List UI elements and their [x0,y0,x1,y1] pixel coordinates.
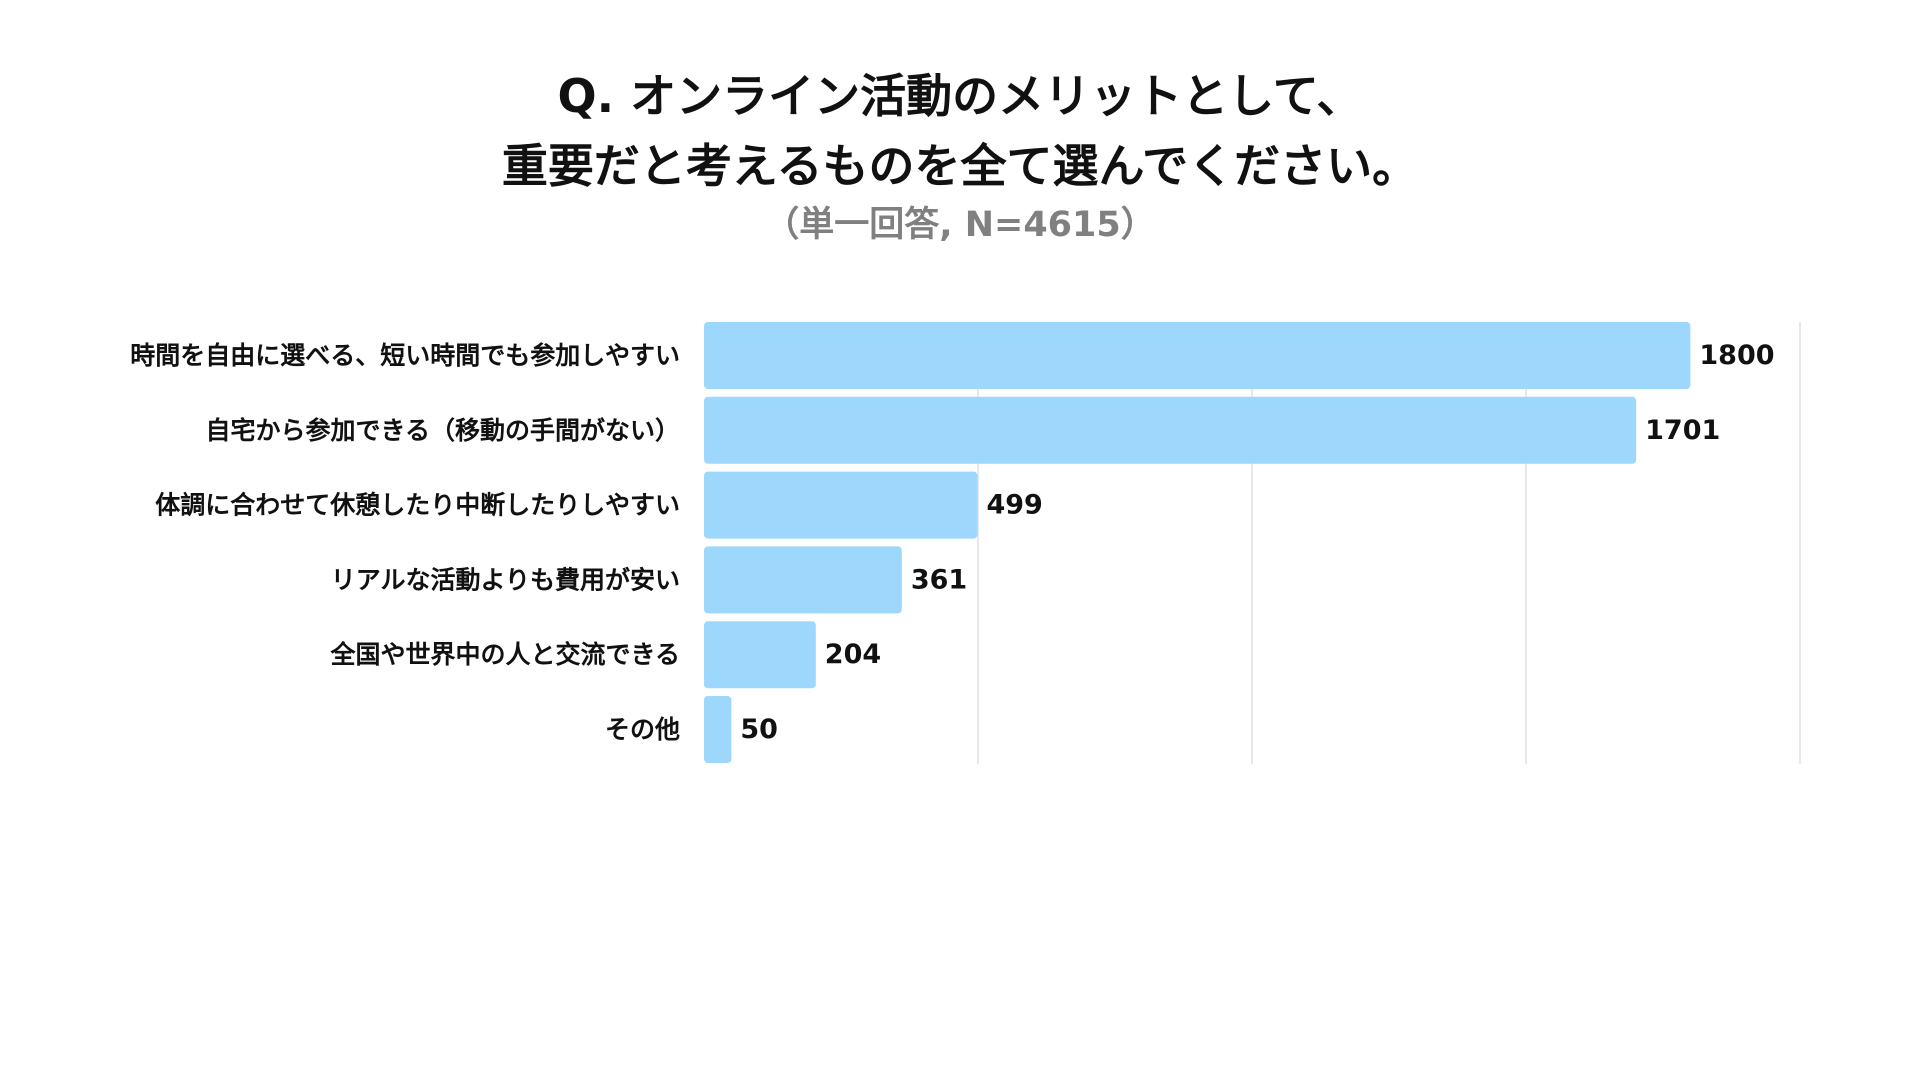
bar-3 [704,546,902,614]
chart-title-line-2: 重要だと考えるものを全て選んでください。 [501,139,1419,193]
bar-5 [704,696,732,763]
category-label-3: リアルな活動よりも費用が安い [331,565,680,594]
chart-title-line-1: Q. オンライン活動のメリットとして、 [557,69,1363,123]
category-label-2: 体調に合わせて休憩したり中断したりしやすい [155,491,680,520]
value-label-5: 50 [740,714,778,745]
chart-subtitle: （単一回答, N=4615） [764,205,1156,245]
value-label-4: 204 [825,639,881,670]
value-label-1: 1701 [1645,415,1720,446]
bar-1 [704,396,1637,464]
category-label-1: 自宅から参加できる（移動の手間がない） [205,416,680,445]
category-label-5: その他 [605,715,680,744]
bar-0 [704,322,1691,389]
value-label-3: 361 [911,564,967,595]
bar-4 [704,621,816,689]
category-label-0: 時間を自由に選べる、短い時間でも参加しやすい [130,341,680,370]
value-label-0: 1800 [1699,340,1774,371]
value-label-2: 499 [986,490,1042,521]
bar-2 [704,471,978,539]
category-label-4: 全国や世界中の人と交流できる [329,640,680,669]
